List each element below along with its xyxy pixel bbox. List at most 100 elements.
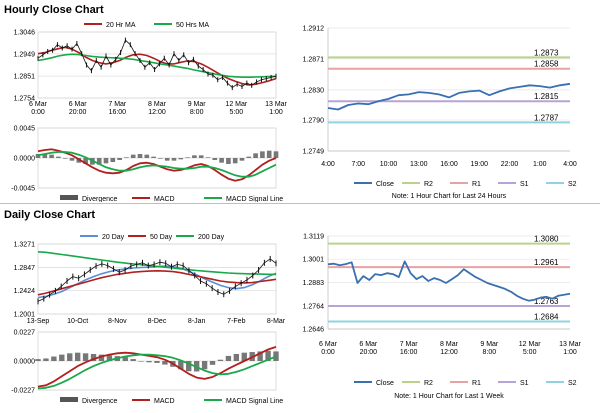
level-label-r2: 1.2873 — [534, 48, 559, 57]
divergence-bar — [103, 158, 109, 164]
x-tick-label: 22:00 — [501, 161, 519, 168]
y-tick-label: 1.2871 — [303, 56, 325, 63]
series-20-hr-ma — [37, 46, 277, 86]
legend-label: MACD — [154, 398, 175, 405]
divergence-bar — [130, 154, 136, 158]
y-tick-label: 1.2749 — [303, 149, 325, 156]
divergence-bar — [151, 156, 156, 158]
y-tick-label: 1.2646 — [303, 327, 325, 334]
y-tick-label: 1.3001 — [303, 257, 325, 264]
divergence-bar — [51, 356, 57, 361]
level-label-r1: 1.2858 — [534, 60, 559, 69]
divergence-bar — [122, 357, 128, 361]
divergence-bar — [232, 158, 238, 164]
divergence-bar — [178, 361, 184, 370]
series-close-line — [37, 39, 277, 88]
x-tick-label: 9 Mar — [188, 101, 207, 108]
y-tick-label: 1.3271 — [14, 242, 36, 249]
legend-label: Divergence — [82, 196, 118, 202]
divergence-bar — [198, 155, 204, 158]
x-tick-label: 8-Dec — [148, 318, 167, 325]
x-tick-label: 1:00 — [533, 161, 547, 168]
series-macd-signal-line — [37, 151, 277, 178]
legend-label: MACD Signal Line — [226, 196, 283, 202]
divergence-bar — [130, 359, 136, 361]
divergence-bar — [171, 158, 177, 161]
divergence-bar — [74, 352, 81, 361]
legend-swatch-divergence — [60, 195, 78, 200]
level-label-s1: 1.2763 — [534, 297, 559, 306]
divergence-bar — [106, 355, 113, 361]
y-tick-label: 1.2883 — [303, 280, 325, 287]
y-tick-label: 1.2754 — [14, 96, 36, 103]
divergence-bar — [219, 158, 224, 163]
y-tick-label: 1.2764 — [303, 303, 325, 310]
divergence-bar — [209, 361, 216, 365]
legend-label: R1 — [472, 380, 481, 387]
x-tick-label: 4:00 — [321, 161, 335, 168]
divergence-bar — [154, 361, 160, 363]
x-tick-label: 10:00 — [380, 161, 398, 168]
series-50-hrs-ma — [37, 53, 277, 79]
y-tick-label: -0.0045 — [11, 186, 35, 193]
legend-label: 200 Day — [198, 234, 225, 241]
divergence-bar — [217, 359, 224, 361]
divergence-bar — [201, 361, 208, 370]
hourly-price-chart: 20 Hr MA 50 Hrs MA 1.3046 1.2949 1.2851 1.275… — [14, 22, 288, 116]
series-close — [327, 260, 571, 302]
x-tick-label: 6 Mar — [359, 341, 378, 348]
divergence-bar — [59, 354, 65, 361]
divergence-bar — [67, 353, 73, 361]
series-50-day — [37, 269, 277, 296]
divergence-bar — [253, 153, 258, 158]
divergence-bar — [185, 157, 190, 158]
level-label-r2: 1.3080 — [534, 235, 559, 244]
legend-label: MACD Signal Line — [226, 398, 283, 405]
divergence-bar — [260, 151, 265, 158]
legend-label: R1 — [472, 181, 481, 188]
divergence-bar — [62, 158, 68, 159]
y-tick-label: 1.2830 — [303, 87, 325, 94]
chart-note: Note: 1 Hour Chart for Last 24 Hours — [392, 193, 507, 200]
daily-pivot-chart: 1.3119 1.3001 1.2883 1.2764 1.2646 1.3080 1.29… — [303, 234, 582, 401]
divergence-bar — [56, 156, 61, 158]
daily-macd-chart: 0.0227 0.0000 -0.0227 Divergence MACD MACD Si… — [11, 330, 283, 406]
divergence-bar — [158, 158, 163, 159]
level-label-s2: 1.2787 — [534, 113, 559, 122]
divergence-bar — [42, 154, 48, 158]
divergence-bar — [266, 150, 272, 158]
hourly-pivot-chart: 1.2912 1.2871 1.2830 1.2790 1.2749 1.2873 1.28… — [303, 26, 577, 201]
divergence-bar — [226, 158, 231, 164]
legend-label: R2 — [424, 380, 433, 387]
legend-label: S1 — [520, 181, 529, 188]
legend-label: S2 — [568, 181, 577, 188]
x-tick-label: 1:00 — [563, 349, 577, 356]
y-tick-label: 1.2001 — [14, 312, 36, 319]
daily-section-title: Daily Close Chart — [4, 209, 96, 221]
divergence-bar — [69, 158, 75, 161]
divergence-bar — [186, 361, 192, 372]
divergence-bar — [90, 353, 97, 361]
divergence-bar — [96, 158, 102, 165]
divergence-bar — [178, 158, 184, 160]
divergence-bar — [138, 361, 144, 362]
x-tick-label: 9 Mar — [480, 341, 499, 348]
y-tick-label: 1.2949 — [14, 51, 36, 58]
y-tick-label: 1.2847 — [14, 265, 36, 272]
divergence-bar — [124, 157, 129, 158]
divergence-bar — [43, 358, 49, 361]
chart-note: Note: 1 Hour Chart for Last 1 Week — [394, 393, 504, 400]
y-tick-label: 1.2790 — [303, 118, 325, 125]
x-tick-label: 12 Mar — [519, 341, 541, 348]
legend-swatch-divergence — [60, 397, 78, 402]
x-tick-label: 4:00 — [563, 161, 577, 168]
divergence-bar — [146, 361, 152, 363]
series-macd-signal-line — [37, 353, 277, 390]
divergence-bar — [233, 353, 240, 361]
divergence-bar — [273, 151, 279, 158]
divergence-bar — [117, 158, 122, 160]
legend-label: 20 Hr MA — [106, 22, 136, 29]
y-tick-label: 1.2912 — [303, 26, 325, 33]
legend-label: Close — [376, 181, 394, 188]
x-tick-label: 19:00 — [470, 161, 488, 168]
